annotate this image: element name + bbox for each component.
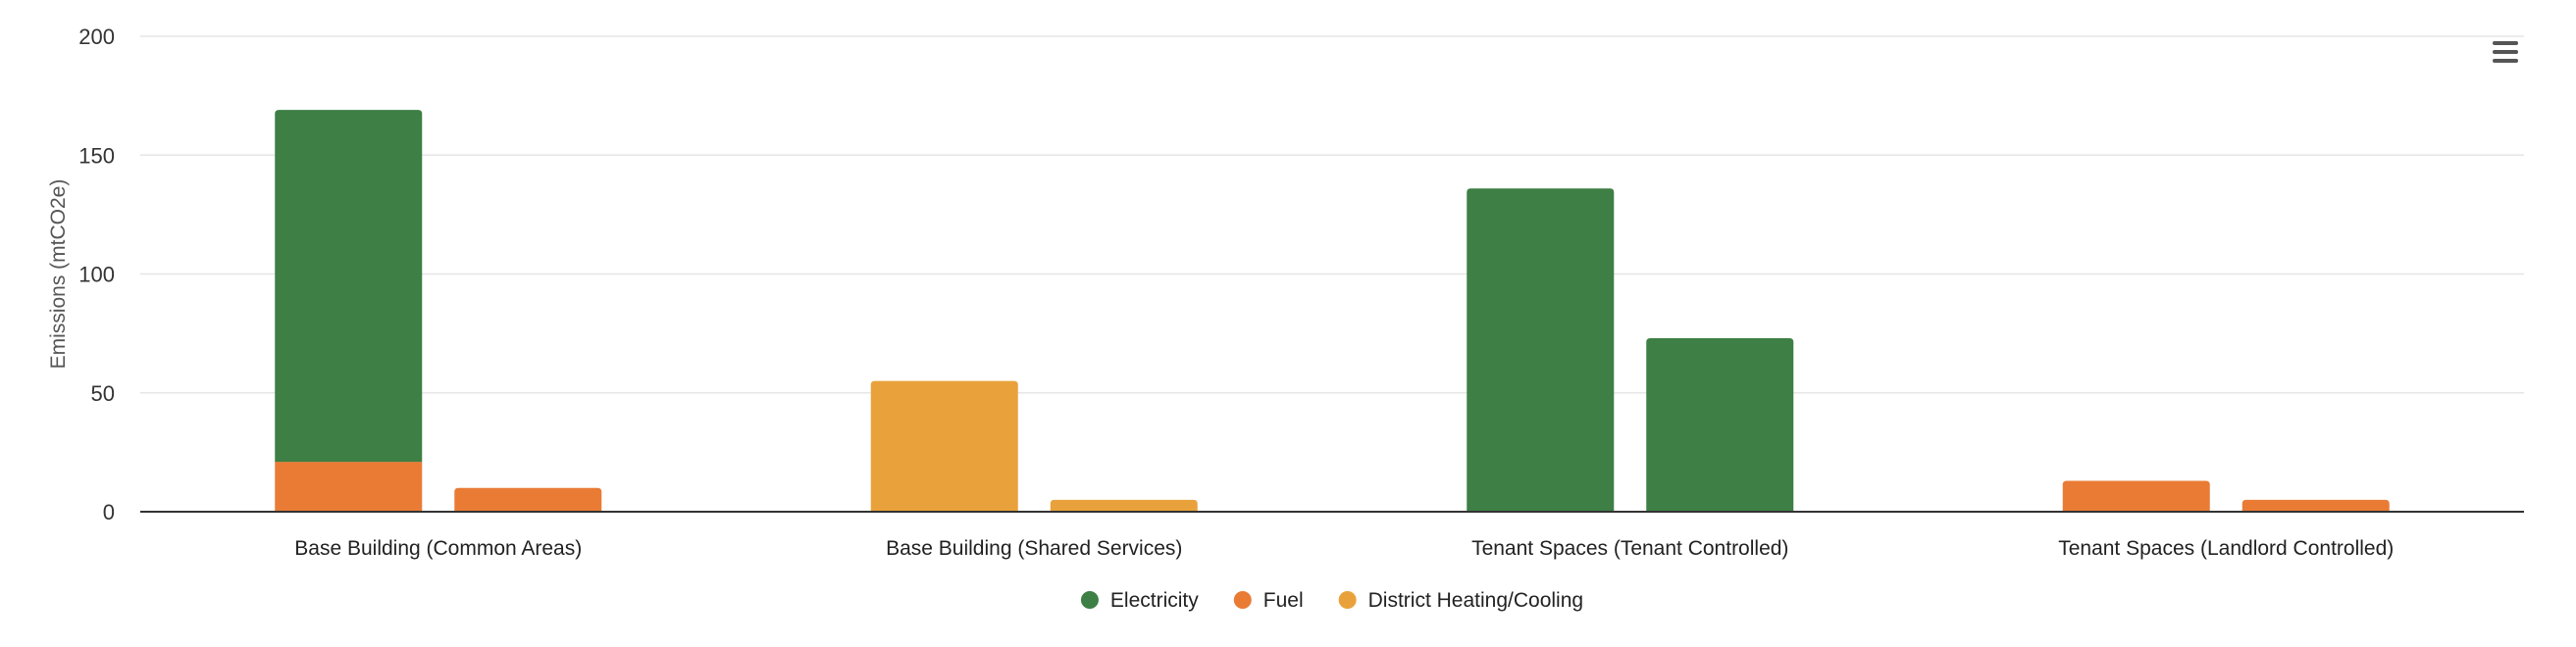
x-category-label: Tenant Spaces (Tenant Controlled) — [1471, 537, 1788, 560]
bar-fuel[interactable] — [2241, 499, 2390, 512]
gridlines — [140, 35, 2524, 394]
bars — [275, 110, 2390, 512]
legend: Electricity Fuel District Heating/Cooling — [1080, 589, 1583, 612]
legend-label: Electricity — [1110, 589, 1199, 612]
y-tick-label: 0 — [103, 500, 115, 524]
x-category-label: Base Building (Common Areas) — [294, 537, 582, 560]
bar-fuel[interactable] — [275, 462, 423, 512]
hamburger-menu-icon — [2493, 41, 2518, 45]
legend-swatch — [1233, 591, 1252, 609]
legend-item[interactable]: District Heating/Cooling — [1338, 589, 1583, 612]
legend-label: District Heating/Cooling — [1368, 589, 1583, 612]
bar-fuel[interactable] — [454, 487, 602, 512]
bar-district-heating-cooling[interactable] — [870, 380, 1018, 512]
bar-electricity[interactable] — [1646, 337, 1794, 512]
bar-fuel[interactable] — [2062, 480, 2210, 512]
hamburger-menu-icon-bar — [2493, 50, 2518, 54]
legend-swatch — [1338, 591, 1357, 609]
chart-menu-button[interactable] — [2485, 35, 2524, 71]
y-tick-label: 200 — [78, 25, 115, 49]
bar-electricity[interactable] — [275, 110, 423, 463]
bar-district-heating-cooling[interactable] — [1050, 499, 1198, 512]
y-axis-title: Emissions (mtCO2e) — [47, 179, 70, 370]
x-axis-categories: Base Building (Common Areas) Base Buildin… — [294, 537, 2394, 560]
legend-item[interactable]: Fuel — [1233, 589, 1304, 612]
legend-label: Fuel — [1263, 589, 1304, 612]
x-category-label: Base Building (Shared Services) — [886, 537, 1182, 560]
hamburger-menu-icon-bar — [2493, 59, 2518, 63]
legend-swatch — [1080, 591, 1099, 609]
legend-item[interactable]: Electricity — [1080, 589, 1199, 612]
y-tick-label: 100 — [78, 263, 115, 287]
y-tick-label: 150 — [78, 143, 115, 168]
x-category-label: Tenant Spaces (Landlord Controlled) — [2058, 537, 2394, 560]
y-tick-label: 50 — [91, 381, 115, 406]
bar-electricity[interactable] — [1467, 188, 1615, 512]
y-axis-ticks: 0 50 100 150 200 — [78, 25, 115, 524]
